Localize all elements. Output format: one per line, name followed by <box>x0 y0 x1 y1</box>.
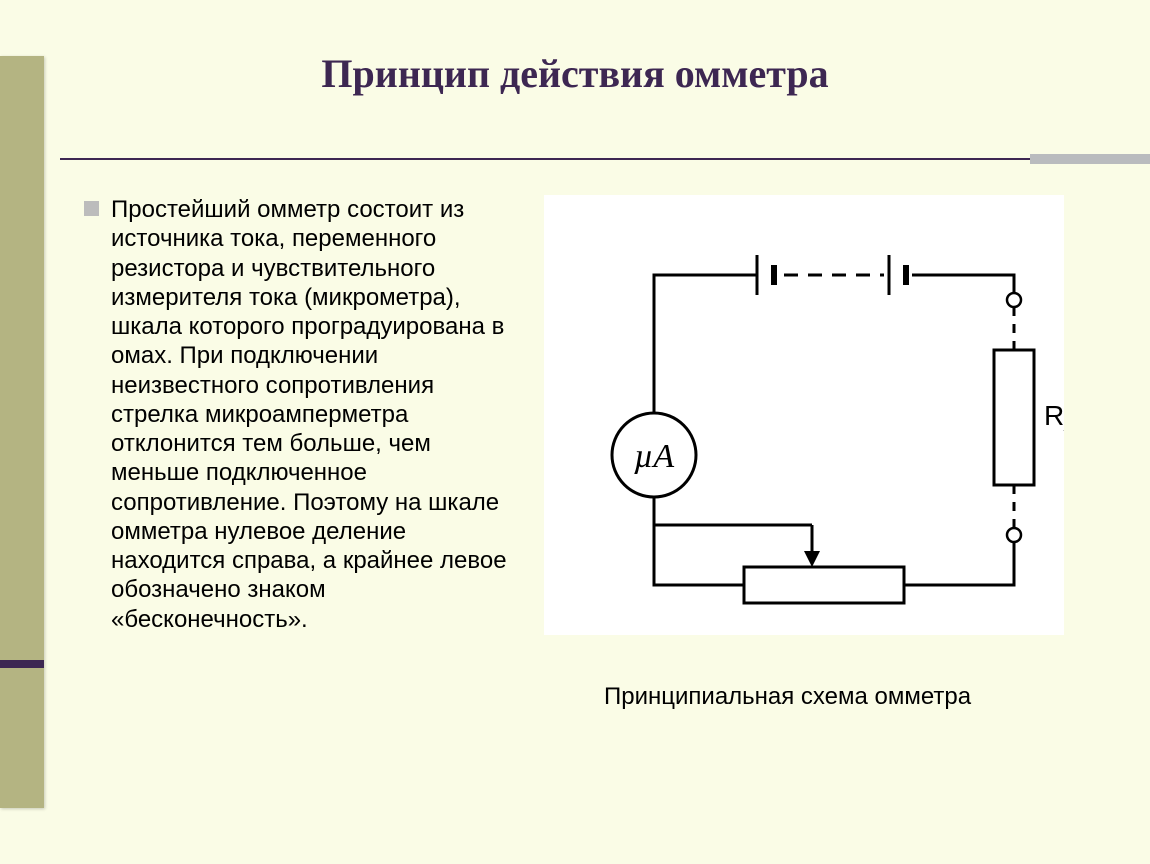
meter-label: µA <box>634 438 675 475</box>
diagram-caption: Принципиальная схема омметра <box>544 683 1090 711</box>
bullet-marker-icon <box>84 201 99 216</box>
left-band-tick <box>0 660 44 668</box>
slide-title: Принцип действия омметра <box>0 50 1150 97</box>
text-column: Простейший омметр состоит из источника т… <box>84 195 514 711</box>
left-accent-band <box>0 56 44 808</box>
circuit-diagram: µA Rx <box>544 195 1064 635</box>
bullet-item: Простейший омметр состоит из источника т… <box>84 195 514 634</box>
resistor-label: Rx <box>1044 400 1064 436</box>
content-area: Простейший омметр состоит из источника т… <box>84 195 1090 711</box>
body-paragraph: Простейший омметр состоит из источника т… <box>111 195 514 634</box>
title-underline-accent <box>1030 154 1150 164</box>
diagram-column: µA Rx Принципиальная схема омметра <box>544 195 1090 711</box>
circuit-svg: µA Rx <box>544 195 1064 635</box>
title-underline <box>60 158 1150 160</box>
